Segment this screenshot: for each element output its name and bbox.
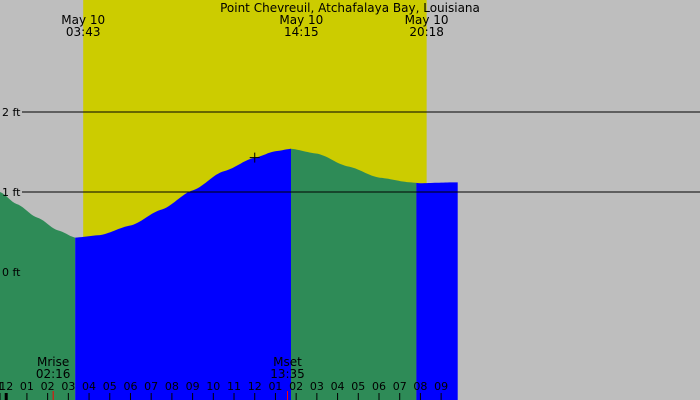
y-tick-label: 2 ft [2,106,21,119]
moon-event-time: 02:16 [36,367,71,381]
x-tick-label: 03 [310,380,324,393]
x-tick-label: 07 [144,380,158,393]
current-time-marker [249,152,260,163]
tide-area-falling-3 [291,148,417,400]
x-tick-label: 05 [103,380,117,393]
x-tick-label: 04 [82,380,96,393]
y-tick-label: 0 ft [2,266,21,279]
x-tick-label: 01 [20,380,34,393]
x-tick-label: 03 [61,380,75,393]
x-tick-label: 08 [413,380,427,393]
event-date-label: May 10 [61,13,105,27]
level-lines [22,111,700,193]
x-tick-label: 02 [289,380,303,393]
x-tick-label: 01 [268,380,282,393]
tide-area-falling-1 [0,192,76,400]
event-date-label: May 10 [279,13,323,27]
x-tick-label: 02 [41,380,55,393]
x-tick-label: 12 [248,380,262,393]
moon-event-name: Mset [273,355,302,369]
x-tick-label: 10 [206,380,220,393]
x-tick-label: 12 [0,380,13,393]
x-tick-label: 06 [123,380,137,393]
tide-area-rising-2 [75,148,291,400]
tide-area-rising-4 [416,182,458,400]
event-time-label: 14:15 [284,25,319,39]
x-tick-label: 04 [331,380,345,393]
tide-areas [0,148,458,400]
moon-event-name: Mrise [37,355,69,369]
y-axis-labels: 0 ft 1 ft 2 ft [2,106,21,279]
x-tick-label: 11 [227,380,241,393]
x-tick-label: 09 [186,380,200,393]
event-date-label: May 10 [405,13,449,27]
y-tick-label: 1 ft [2,186,21,199]
x-tick-label: 1 [0,380,4,393]
event-time-label: 20:18 [409,25,444,39]
x-axis: 1120102030405060708091011120102030405060… [0,380,448,400]
x-tick-label: 08 [165,380,179,393]
chart-title: Point Chevreuil, Atchafalaya Bay, Louisi… [220,1,480,15]
event-time-label: 03:43 [66,25,101,39]
x-tick-label: 09 [434,380,448,393]
x-tick-label: 07 [393,380,407,393]
x-tick-label: 05 [351,380,365,393]
x-tick-label: 06 [372,380,386,393]
moon-event-time: 13:35 [270,367,305,381]
